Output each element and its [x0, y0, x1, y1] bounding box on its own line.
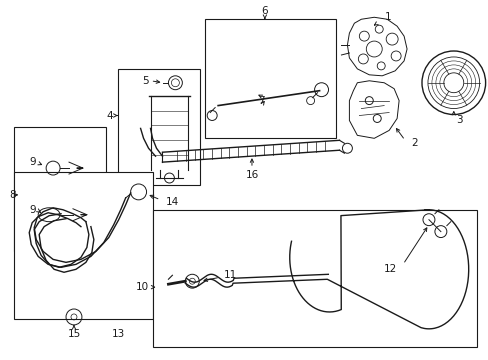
Text: 12: 12 [383, 264, 396, 274]
Text: 1: 1 [385, 12, 391, 22]
Text: 3: 3 [455, 116, 462, 126]
Bar [14, 172, 152, 319]
Text: 9: 9 [29, 157, 36, 167]
Text: 13: 13 [112, 329, 125, 339]
Text: 7: 7 [258, 96, 264, 105]
Bar [14, 127, 105, 251]
Text: 8: 8 [9, 190, 16, 200]
Bar [152, 210, 476, 347]
Text: 10: 10 [135, 282, 148, 292]
Text: 4: 4 [106, 111, 113, 121]
Text: 16: 16 [245, 170, 258, 180]
Bar [118, 69, 200, 185]
Text: 6: 6 [261, 6, 267, 16]
Text: 11: 11 [224, 270, 237, 280]
Text: 15: 15 [67, 329, 81, 339]
Bar [205, 19, 336, 138]
Text: 2: 2 [410, 138, 417, 148]
Text: 14: 14 [165, 197, 178, 207]
Text: 5: 5 [142, 76, 148, 86]
Text: 9: 9 [29, 205, 36, 215]
